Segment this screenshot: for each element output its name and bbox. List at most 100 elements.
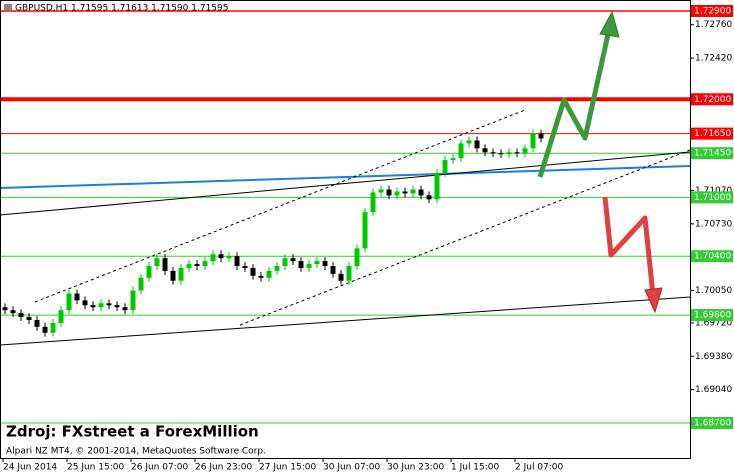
level-label-box xyxy=(691,127,733,140)
candle-body xyxy=(122,307,128,311)
candle-body xyxy=(50,322,56,333)
candle-body xyxy=(386,189,392,196)
candle-body xyxy=(402,191,408,194)
candle-body xyxy=(146,266,152,278)
level-label-box xyxy=(691,4,733,17)
x-tick-label: 27 Jun 15:00 xyxy=(259,463,316,473)
trend-line xyxy=(0,151,691,216)
candle-body xyxy=(466,140,472,144)
up-arrow xyxy=(537,29,612,178)
y-tick-label: 1.69380 xyxy=(695,352,732,362)
level-label: 1.71450 xyxy=(694,149,731,159)
candle-body xyxy=(330,266,336,274)
candle-body xyxy=(114,305,120,308)
level-label-box xyxy=(691,191,733,204)
y-tick-label: 1.71070 xyxy=(695,186,732,196)
candle-body xyxy=(250,267,256,276)
candle-body xyxy=(434,172,440,200)
candle-body xyxy=(170,270,176,281)
down-arrow xyxy=(602,196,656,296)
candle-body xyxy=(138,277,144,291)
x-tick-label: 30 Jun 07:00 xyxy=(323,463,380,473)
candles xyxy=(2,129,544,337)
down-arrowhead xyxy=(644,287,663,314)
candle-body xyxy=(426,195,432,200)
candle-body xyxy=(218,254,224,259)
level-label: 1.69800 xyxy=(694,311,731,321)
candle-body xyxy=(194,264,200,267)
candle-body xyxy=(82,300,88,306)
candle-body xyxy=(10,310,16,314)
candle-body xyxy=(338,273,344,281)
candle-body xyxy=(394,191,400,196)
candle-body xyxy=(506,152,512,155)
candle-body xyxy=(242,266,248,268)
candle-body xyxy=(290,258,296,262)
level-label: 1.70400 xyxy=(694,252,731,262)
candle-body xyxy=(378,189,384,193)
y-tick-label: 1.70730 xyxy=(695,219,732,229)
level-label-box xyxy=(691,250,733,263)
candle-body xyxy=(474,140,480,149)
candle-body xyxy=(226,256,232,259)
candle-body xyxy=(298,261,304,268)
chart-header: GBPUSD,H1 1.71595 1.71613 1.71590 1.7159… xyxy=(15,4,228,14)
candle-body xyxy=(90,305,96,308)
candle-body xyxy=(362,212,368,249)
candle-body xyxy=(314,261,320,265)
x-tick-label: 1 Jul 15:00 xyxy=(451,463,500,473)
trend-drawings xyxy=(0,109,691,346)
y-tick-label: 1.69720 xyxy=(695,318,732,328)
level-label-box xyxy=(691,416,733,429)
channel-line xyxy=(34,109,526,303)
candle-body xyxy=(418,189,424,196)
candle-body xyxy=(18,313,24,318)
candle-body xyxy=(538,133,544,139)
candle-body xyxy=(258,275,264,278)
level-label: 1.72000 xyxy=(694,95,731,105)
candle-body xyxy=(266,270,272,278)
candle-body xyxy=(482,148,488,153)
candle-body xyxy=(522,148,528,154)
candle-body xyxy=(98,303,104,308)
candle-body xyxy=(458,143,464,159)
candle-body xyxy=(306,264,312,268)
candle-body xyxy=(210,254,216,262)
candle-body xyxy=(130,290,136,311)
candle-body xyxy=(410,189,416,194)
candle-body xyxy=(490,152,496,154)
candle-body xyxy=(42,326,48,333)
candle-body xyxy=(498,153,504,155)
candle-body xyxy=(2,307,8,311)
x-tick-label: 24 Jun 2014 xyxy=(3,463,57,473)
x-tick-label: 25 Jun 15:00 xyxy=(67,463,124,473)
y-tick-label: 1.69040 xyxy=(695,385,732,395)
y-tick-label: 1.72760 xyxy=(695,20,732,30)
candle-body xyxy=(282,258,288,267)
candle-body xyxy=(450,158,456,161)
candle-body xyxy=(74,293,80,301)
up-arrowhead xyxy=(599,10,620,38)
candle-body xyxy=(514,152,520,154)
level-label-box xyxy=(691,309,733,322)
candle-body xyxy=(346,266,352,281)
candle-body xyxy=(354,248,360,267)
candle-body xyxy=(26,317,32,320)
candle-body xyxy=(186,264,192,268)
level-label: 1.71650 xyxy=(694,129,731,139)
candle-body xyxy=(58,310,64,323)
candle-body xyxy=(162,258,168,271)
level-label-box xyxy=(691,147,733,160)
x-tick-label: 26 Jun 07:00 xyxy=(131,463,188,473)
candle-body xyxy=(530,133,536,149)
x-tick-label: 26 Jun 23:00 xyxy=(195,463,252,473)
level-label-box xyxy=(691,93,733,106)
channel-line xyxy=(239,149,691,326)
candle-body xyxy=(202,261,208,267)
source-note: Zdroj: FXstreet a ForexMillion xyxy=(6,423,259,441)
candle-body xyxy=(274,266,280,271)
level-label: 1.72900 xyxy=(694,6,731,16)
copyright-note: Alpari NZ MT4, © 2001-2014, MetaQuotes S… xyxy=(6,447,266,457)
symbol-icon xyxy=(4,4,12,10)
level-label: 1.68700 xyxy=(694,418,731,428)
